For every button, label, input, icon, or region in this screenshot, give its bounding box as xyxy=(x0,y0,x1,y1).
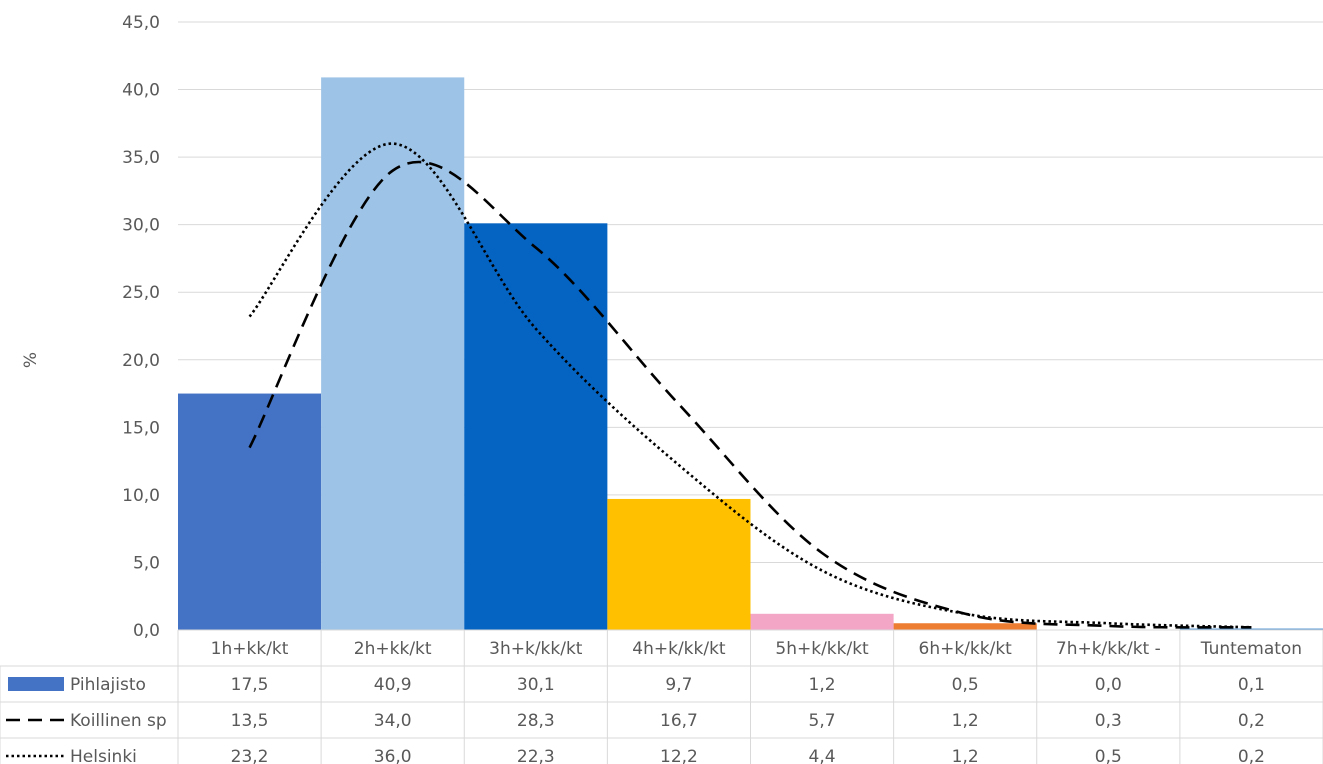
table-cell: 0,2 xyxy=(1238,747,1265,764)
table-cell: 36,0 xyxy=(374,747,412,764)
y-tick-label: 30,0 xyxy=(122,216,160,236)
table-cell: 34,0 xyxy=(374,711,412,731)
series-name: Koillinen sp xyxy=(70,711,167,731)
y-tick-label: 5,0 xyxy=(133,553,160,573)
y-tick-label: 10,0 xyxy=(122,486,160,506)
table-cell: 16,7 xyxy=(660,711,698,731)
table-cell: 28,3 xyxy=(517,711,555,731)
table-cell: 1,2 xyxy=(952,711,979,731)
table-cell: 0,2 xyxy=(1238,711,1265,731)
category-label: 3h+k/kk/kt xyxy=(489,639,583,659)
y-tick-label: 25,0 xyxy=(122,283,160,303)
category-label: 1h+kk/kt xyxy=(211,639,289,659)
category-label: 4h+k/kk/kt xyxy=(632,639,726,659)
table-cell: 1,2 xyxy=(809,675,836,695)
table-cell: 40,9 xyxy=(374,675,412,695)
series-line-koillinen-sp xyxy=(248,160,1252,629)
table-cell: 1,2 xyxy=(952,747,979,764)
y-axis-title: % xyxy=(21,352,41,368)
category-label: 2h+kk/kt xyxy=(354,639,432,659)
bar xyxy=(893,623,1037,630)
table-cell: 0,5 xyxy=(1095,747,1122,764)
table-cell: 0,1 xyxy=(1238,675,1265,695)
y-tick-label: 15,0 xyxy=(122,418,160,438)
bar xyxy=(607,498,751,630)
table-cell: 23,2 xyxy=(231,747,269,764)
table-cell: 13,5 xyxy=(231,711,269,731)
y-tick-label: 35,0 xyxy=(122,148,160,168)
bar-series xyxy=(178,77,1323,630)
y-axis: 0,0 5,0 10,0 15,0 20,0 25,0 30,0 35,0 40,0 45,0 xyxy=(122,13,160,641)
table-cell: 0,0 xyxy=(1095,675,1122,695)
category-label: 5h+k/kk/kt xyxy=(775,639,869,659)
y-tick-label: 40,0 xyxy=(122,81,160,101)
table-cell: 30,1 xyxy=(517,675,555,695)
y-tick-label: 45,0 xyxy=(122,13,160,33)
table-cell: 17,5 xyxy=(231,675,269,695)
table-cell: 4,4 xyxy=(809,747,836,764)
table-cell: 9,7 xyxy=(665,675,692,695)
y-tick-label: 20,0 xyxy=(122,351,160,371)
bar xyxy=(464,223,608,630)
table-cell: 0,3 xyxy=(1095,711,1122,731)
y-tick-label: 0,0 xyxy=(133,621,160,641)
bar xyxy=(1179,628,1323,630)
bar xyxy=(750,613,894,630)
series-name: Helsinki xyxy=(70,747,137,764)
category-label: 7h+k/kk/kt - xyxy=(1056,639,1161,659)
legend-key xyxy=(8,677,64,691)
bar xyxy=(321,77,465,630)
line-series xyxy=(248,142,1252,629)
table-cell: 12,2 xyxy=(660,747,698,764)
table-cell: 0,5 xyxy=(952,675,979,695)
data-table: 1h+kk/kt 2h+kk/kt 3h+k/kk/kt 4h+k/kk/kt 5h+k… xyxy=(0,629,1323,764)
table-cell: 22,3 xyxy=(517,747,555,764)
table-cell: 5,7 xyxy=(809,711,836,731)
category-label: 6h+k/kk/kt xyxy=(919,639,1013,659)
bar xyxy=(178,393,322,630)
series-name: Pihlajisto xyxy=(70,675,146,695)
category-label: Tuntematon xyxy=(1200,639,1302,659)
